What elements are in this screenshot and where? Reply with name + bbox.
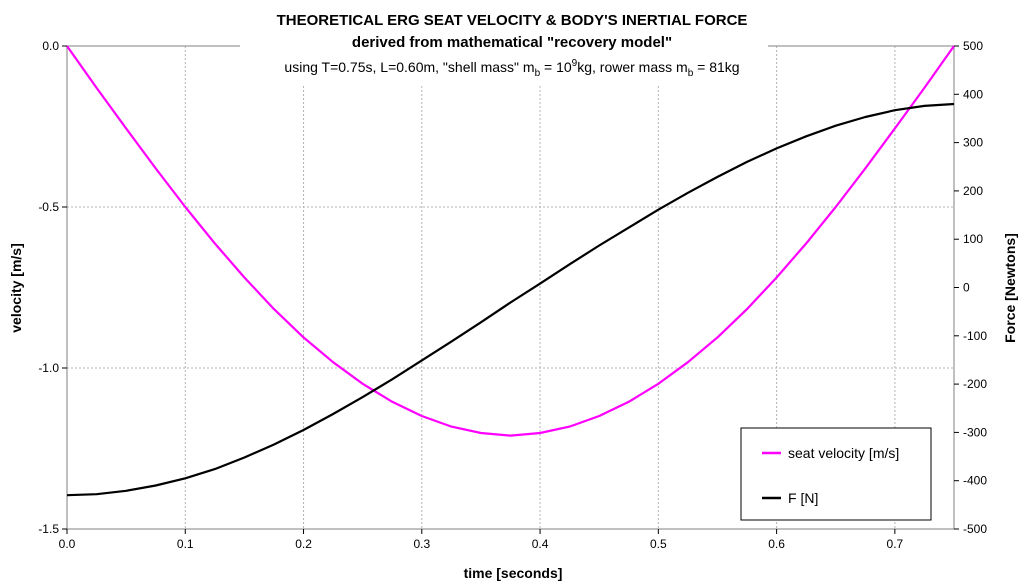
y-right-tick-label: -500	[963, 522, 987, 536]
x-axis-label: time [seconds]	[464, 565, 563, 581]
x-tick-label: 0.2	[295, 537, 312, 551]
grid	[67, 46, 954, 529]
y-right-tick-label: 500	[963, 39, 983, 53]
series-line-force	[66, 102, 955, 497]
chart-subtitle: derived from mathematical "recovery mode…	[352, 34, 672, 51]
x-tick-label: 0.6	[768, 537, 785, 551]
x-tick-label: 0.3	[413, 537, 430, 551]
chart-title: THEORETICAL ERG SEAT VELOCITY & BODY'S I…	[277, 12, 748, 29]
chart-params: using T=0.75s, L=0.60m, "shell mass" mb …	[284, 58, 739, 79]
series-layer	[66, 45, 955, 497]
y-right-tick-label: 400	[963, 87, 983, 101]
x-axis-ticks: 0.0 0.1 0.2 0.3 0.4 0.5 0.6 0.7	[59, 529, 904, 551]
y-right-tick-label: -100	[963, 329, 987, 343]
y-right-axis-ticks: 500 400 300 200 100 0 -100 -200 -300 -400 -500	[954, 39, 987, 536]
legend-label-seat-velocity: seat velocity [m/s]	[788, 445, 899, 461]
y-left-axis-label: velocity [m/s]	[8, 243, 24, 332]
y-left-tick-label: -0.5	[38, 200, 59, 214]
x-tick-label: 0.0	[59, 537, 76, 551]
title-backdrop	[240, 8, 768, 84]
y-left-tick-label: -1.0	[38, 361, 59, 375]
x-tick-label: 0.5	[650, 537, 667, 551]
legend: seat velocity [m/s] F [N]	[740, 427, 932, 521]
series-line-seat-velocity	[66, 45, 955, 437]
y-right-axis-label: Force [Newtons]	[1002, 233, 1018, 343]
y-left-axis-ticks: 0.0 -0.5 -1.0 -1.5	[38, 39, 67, 536]
legend-label-force: F [N]	[788, 490, 818, 506]
y-right-tick-label: -300	[963, 425, 987, 439]
y-right-tick-label: 200	[963, 184, 983, 198]
y-right-tick-label: 300	[963, 136, 983, 150]
y-right-tick-label: 100	[963, 232, 983, 246]
x-tick-label: 0.7	[887, 537, 904, 551]
y-right-tick-label: -200	[963, 377, 987, 391]
y-left-tick-label: -1.5	[38, 522, 59, 536]
x-tick-label: 0.4	[532, 537, 549, 551]
y-right-tick-label: 0	[963, 281, 970, 295]
legend-box	[740, 427, 932, 521]
y-left-tick-label: 0.0	[42, 39, 59, 53]
y-right-tick-label: -400	[963, 474, 987, 488]
x-tick-label: 0.1	[177, 537, 194, 551]
